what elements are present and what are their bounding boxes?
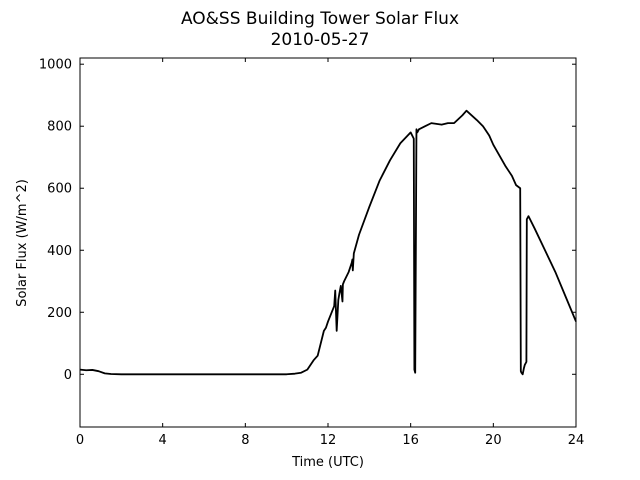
x-tick-label: 12 [320,433,337,448]
x-tick-label: 20 [485,433,502,448]
y-tick-label: 1000 [39,58,72,73]
y-axis-label: Solar Flux (W/m^2) [15,179,30,307]
y-tick-label: 800 [47,120,72,135]
solar-flux-line [79,109,577,376]
plot-area [79,57,577,428]
y-tick-label: 400 [47,244,72,259]
y-ticks: 0 200 400 600 800 1000 [39,58,576,383]
chart-title: AO&SS Building Tower Solar Flux [181,9,459,29]
y-tick-label: 200 [47,306,72,321]
x-ticks: 0 4 8 12 16 20 24 [76,58,584,448]
chart-subtitle: 2010-05-27 [271,30,370,50]
x-axis-label: Time (UTC) [291,455,364,470]
y-tick-label: 0 [64,368,72,383]
x-tick-label: 24 [568,433,585,448]
y-tick-label: 600 [47,182,72,197]
x-tick-label: 4 [159,433,167,448]
x-tick-label: 16 [402,433,419,448]
x-tick-label: 8 [241,433,249,448]
x-tick-label: 0 [76,433,84,448]
